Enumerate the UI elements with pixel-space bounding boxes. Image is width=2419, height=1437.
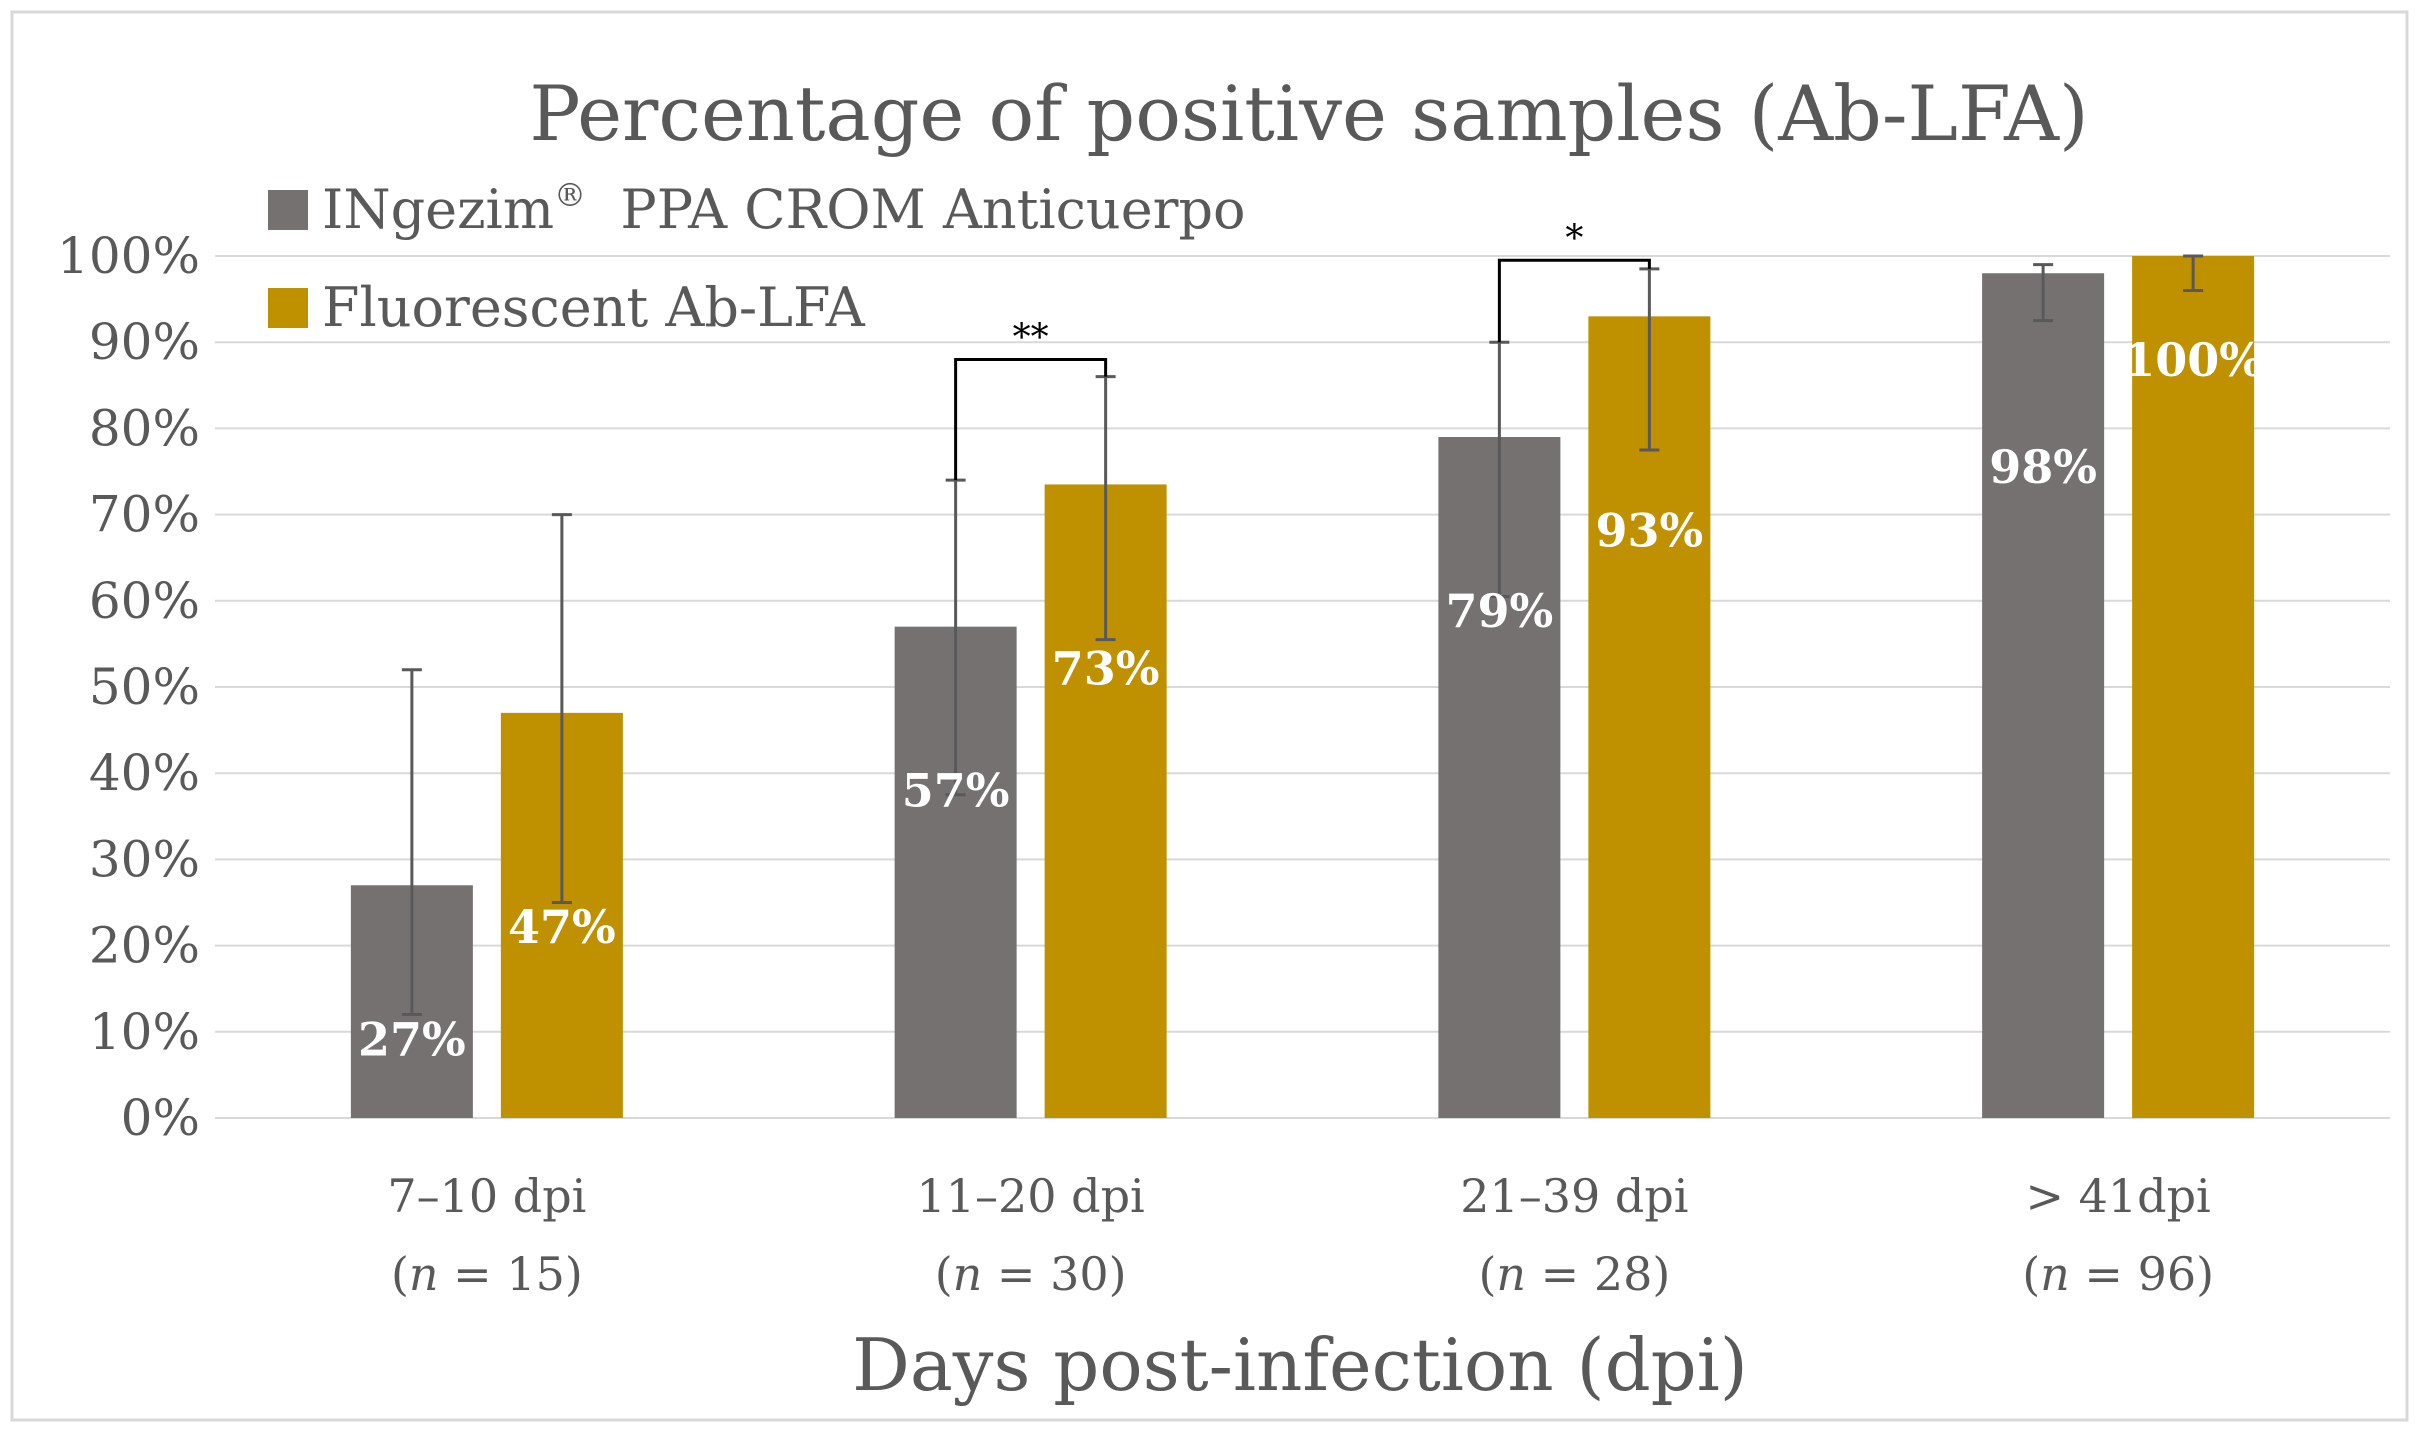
data-label: 47% bbox=[508, 900, 616, 954]
y-tick-label: 20% bbox=[89, 917, 200, 975]
x-category-label: 21–39 dpi bbox=[1460, 1169, 1688, 1223]
legend-label-fluorescent: Fluorescent Ab-LFA bbox=[322, 276, 866, 339]
significance-label: * bbox=[1565, 218, 1583, 259]
x-category-label: 7–10 dpi bbox=[387, 1169, 586, 1223]
y-tick-label: 50% bbox=[89, 658, 200, 716]
data-label: 73% bbox=[1052, 641, 1160, 695]
x-category-label: > 41dpi bbox=[2025, 1169, 2210, 1223]
y-tick-label: 40% bbox=[89, 744, 200, 802]
y-tick-label: 30% bbox=[89, 830, 200, 888]
x-category-n: (n = 28) bbox=[1478, 1247, 1670, 1301]
error-bar bbox=[2033, 263, 2054, 323]
error-bar bbox=[2183, 254, 2204, 292]
significance-bracket: ** bbox=[954, 317, 1108, 481]
bar-series-0-cat-3 bbox=[1982, 273, 2105, 1118]
legend-swatch-fluorescent bbox=[268, 288, 308, 328]
significance-brackets: *** bbox=[954, 218, 1651, 481]
y-tick-label: 80% bbox=[89, 399, 200, 457]
x-category-n: (n = 96) bbox=[2022, 1247, 2214, 1301]
bar-series-1-cat-3 bbox=[2132, 256, 2255, 1118]
y-tick-label: 60% bbox=[89, 572, 200, 630]
significance-label: ** bbox=[1013, 317, 1049, 358]
x-category-n: (n = 30) bbox=[935, 1247, 1127, 1301]
legend-swatch-ingezim bbox=[268, 190, 308, 230]
error-bar bbox=[401, 668, 422, 1017]
y-tick-label: 10% bbox=[89, 1003, 200, 1061]
legend-label-ingezim: INgezim® PPA CROM Anticuerpo bbox=[322, 176, 1246, 241]
error-bar bbox=[551, 513, 572, 904]
data-label: 93% bbox=[1596, 503, 1704, 557]
significance-bracket: * bbox=[1497, 218, 1651, 343]
x-axis-categories: 7–10 dpi (n = 15) 11–20 dpi (n = 30) 21–39 d… bbox=[387, 1169, 2214, 1301]
y-axis-ticks: 0% 10% 20% 30% 40% 50% 60% 70% 80% 90% 100% bbox=[57, 227, 200, 1147]
x-category-label: 11–20 dpi bbox=[916, 1169, 1144, 1223]
data-label: 100% bbox=[2123, 333, 2263, 387]
data-label: 79% bbox=[1446, 584, 1554, 638]
error-bars bbox=[401, 254, 2204, 1017]
data-label: 98% bbox=[1989, 440, 2097, 494]
y-tick-label: 90% bbox=[89, 313, 200, 371]
legend: INgezim® PPA CROM Anticuerpo Fluorescent… bbox=[268, 176, 1246, 339]
data-label: 27% bbox=[358, 1012, 466, 1066]
data-label: 57% bbox=[902, 764, 1010, 818]
data-labels: 27% 57% 79% 98% 47% 73% 93% 100% bbox=[358, 333, 2263, 1066]
y-tick-label: 100% bbox=[57, 227, 200, 285]
y-tick-label: 70% bbox=[89, 486, 200, 544]
bars bbox=[350, 256, 2255, 1119]
x-axis-title: Days post-infection (dpi) bbox=[852, 1323, 1748, 1407]
chart-title: Percentage of positive samples (Ab-LFA) bbox=[529, 69, 2088, 158]
y-tick-label: 0% bbox=[121, 1089, 200, 1147]
x-category-n: (n = 15) bbox=[391, 1247, 583, 1301]
